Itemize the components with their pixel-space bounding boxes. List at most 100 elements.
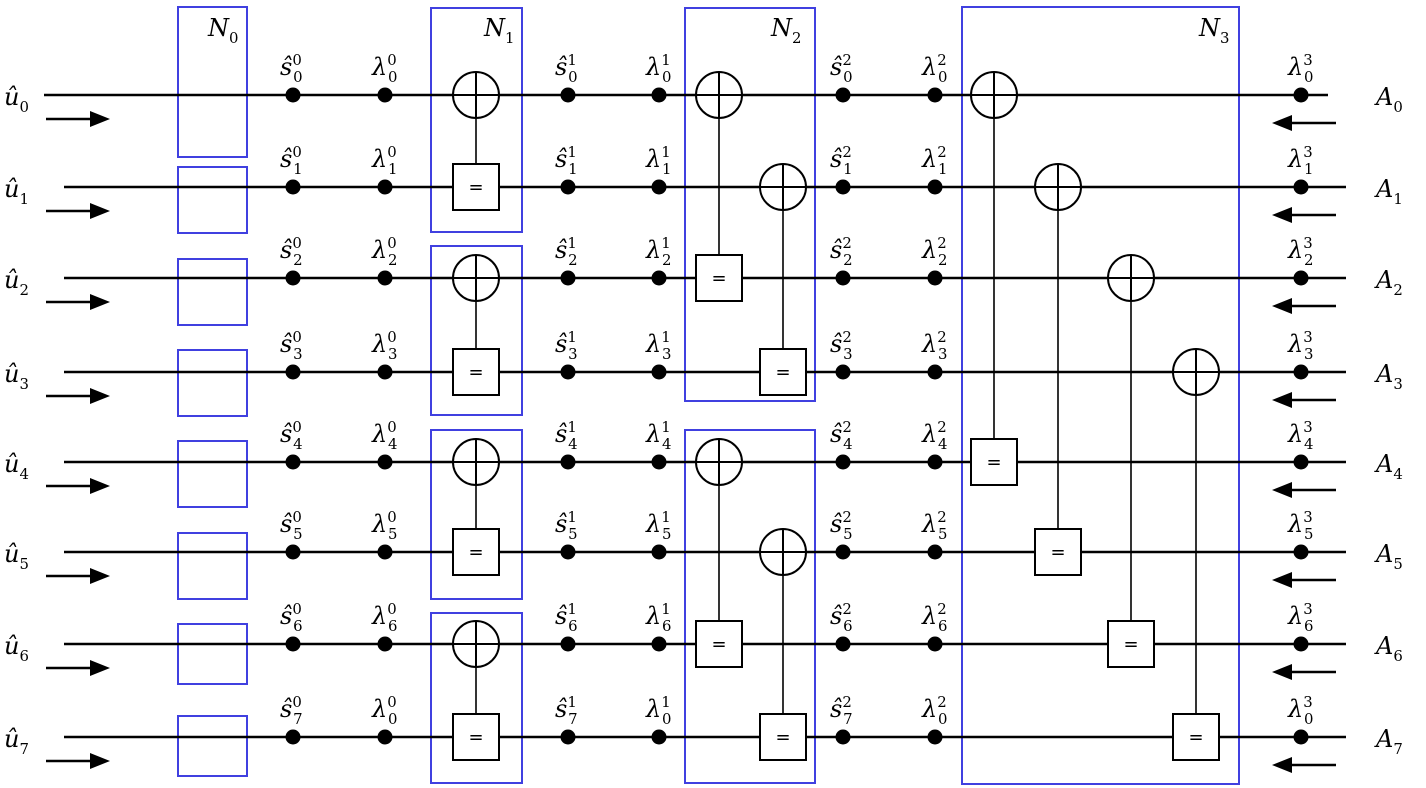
equality-symbol: = [711,268,726,289]
output-label-3: A3 [1374,360,1403,393]
node-label-c4-r7: ŝ2 7 [830,693,853,728]
node-label-c4-r5: ŝ2 5 [830,508,853,543]
node-label-c2-r0: ŝ1 0 [555,51,578,86]
node-dot [285,270,301,286]
node-label-c1-r2: λ0 2 [371,234,398,269]
right-arrow-icon [90,294,110,310]
stage-label-2: N2 [770,14,801,47]
output-label-7: A7 [1374,725,1403,758]
stage-n1-box [430,7,523,233]
stage-n1-box [430,612,523,784]
node-label-c0-r3: ŝ0 3 [280,328,303,363]
node-label-c3-r7: λ1 0 [645,693,672,728]
stage-n0-box [177,349,248,417]
node-label-c3-r5: λ1 5 [645,508,672,543]
node-dot [560,270,576,286]
input-label-6: û6 [4,632,29,665]
output-label-1: A1 [1374,175,1403,208]
equality-symbol: = [986,452,1001,473]
node-dot [377,636,393,652]
equality-symbol: = [1123,634,1138,655]
node-dot [835,454,851,470]
right-arrow-icon [90,203,110,219]
node-label-c0-r1: ŝ0 1 [280,143,303,178]
equality-symbol: = [711,634,726,655]
node-label-c1-r4: λ0 4 [371,418,398,453]
node-label-c4-r4: ŝ2 4 [830,418,853,453]
left-arrow-icon [1272,115,1292,131]
equality-symbol: = [775,362,790,383]
equality-node [452,348,500,396]
right-arrow-icon [90,660,110,676]
stage-boxes [177,6,1240,785]
node-label-c1-r3: λ0 3 [371,328,398,363]
stage-n0-box [177,166,248,234]
equality-symbol: = [468,542,483,563]
node-label-c3-r2: λ1 2 [645,234,672,269]
node-dot [835,544,851,560]
node-label-c1-r1: λ0 1 [371,143,398,178]
right-arrow-icon [90,753,110,769]
node-label-c5-r1: λ2 1 [921,143,948,178]
node-dot [377,87,393,103]
left-arrow-icon [1272,664,1292,680]
equality-node [452,163,500,211]
stage-n0-box [177,715,248,777]
node-label-c4-r2: ŝ2 2 [830,234,853,269]
node-label-c1-r0: λ0 0 [371,51,398,86]
node-dot [560,636,576,652]
equality-node [695,620,743,668]
equality-node [970,438,1018,486]
equality-symbol: = [468,727,483,748]
node-dot [835,87,851,103]
equality-symbol: = [775,727,790,748]
output-label-5: A5 [1374,540,1403,573]
input-label-5: û5 [4,540,29,573]
output-label-2: A2 [1374,266,1403,299]
left-arrow-icon [1272,572,1292,588]
node-dot [927,270,943,286]
node-dot [927,544,943,560]
node-label-c3-r0: λ1 0 [645,51,672,86]
equality-node [1034,528,1082,576]
node-label-c0-r4: ŝ0 4 [280,418,303,453]
node-label-c2-r7: ŝ1 7 [555,693,578,728]
node-dot [835,270,851,286]
right-arrow-icon [90,388,110,404]
node-dot [1293,454,1309,470]
node-dot [651,544,667,560]
node-dot [927,179,943,195]
node-label-c6-r3: λ3 3 [1287,328,1314,363]
right-arrow-icon [90,568,110,584]
labels: N0 N1 N2 N3 û0 û1 û2 û3 û4 û5 û6 û7 A0 A1 A2 A3 A4 A5 A6 A7… [4,14,1403,758]
input-label-4: û4 [4,450,29,483]
node-dot [1293,544,1309,560]
node-label-c3-r3: λ1 3 [645,328,672,363]
input-label-0: û0 [4,83,29,116]
equality-symbol: = [1050,542,1065,563]
node-dot [835,364,851,380]
node-dot [1293,636,1309,652]
node-dot [285,179,301,195]
stage-n0-box [177,623,248,685]
node-dot [1293,87,1309,103]
right-arrow-icon [90,111,110,127]
node-dot [560,544,576,560]
node-dot [560,729,576,745]
node-dot [927,454,943,470]
gate-links [475,118,1197,714]
equality-symbol: = [1188,727,1203,748]
equality-node [1172,713,1220,761]
stage-n0-box [177,532,248,600]
node-label-c2-r6: ŝ1 6 [555,600,578,635]
node-label-c5-r4: λ2 4 [921,418,948,453]
equality-symbol: = [468,177,483,198]
left-arrow-icon [1272,757,1292,773]
node-dot [377,544,393,560]
node-dot [377,454,393,470]
node-label-c6-r7: λ3 0 [1287,693,1314,728]
node-label-c5-r3: λ2 3 [921,328,948,363]
node-dot [560,87,576,103]
node-dot [927,87,943,103]
